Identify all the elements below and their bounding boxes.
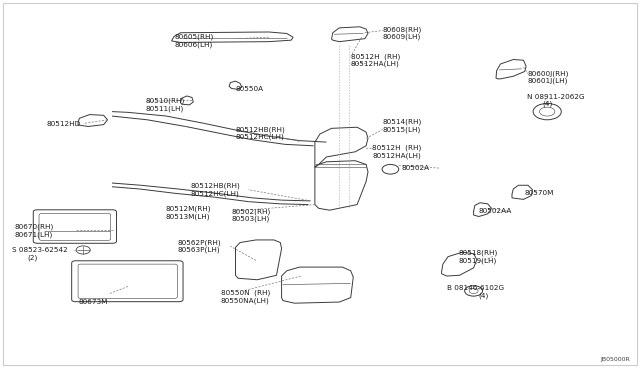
Text: 80606(LH): 80606(LH) — [174, 41, 212, 48]
Text: 80511(LH): 80511(LH) — [146, 105, 184, 112]
Text: 80600J(RH): 80600J(RH) — [528, 70, 570, 77]
Text: 80502(RH): 80502(RH) — [232, 208, 271, 215]
Text: 80609(LH): 80609(LH) — [383, 34, 421, 41]
Text: 80518(RH): 80518(RH) — [458, 250, 497, 256]
Text: 80512H  (RH): 80512H (RH) — [351, 53, 400, 60]
Text: 80514(RH): 80514(RH) — [383, 119, 422, 125]
Text: 80512HD: 80512HD — [46, 121, 81, 126]
Text: 80502A: 80502A — [402, 165, 430, 171]
Text: 80562P(RH): 80562P(RH) — [178, 239, 221, 246]
Text: 80519(LH): 80519(LH) — [458, 257, 497, 264]
Text: 80512HA(LH): 80512HA(LH) — [372, 152, 421, 159]
Text: 80512HC(LH): 80512HC(LH) — [236, 134, 284, 140]
Text: 80503(LH): 80503(LH) — [232, 215, 270, 222]
Text: 80510(RH): 80510(RH) — [146, 98, 185, 105]
Text: JB05000R: JB05000R — [601, 357, 630, 362]
Text: 80608(RH): 80608(RH) — [383, 26, 422, 33]
Text: 80570M: 80570M — [525, 190, 554, 196]
Text: 80515(LH): 80515(LH) — [383, 126, 421, 133]
Text: 80550N  (RH): 80550N (RH) — [221, 290, 270, 296]
Text: B 08146-6102G: B 08146-6102G — [447, 285, 504, 291]
Text: 80512HC(LH): 80512HC(LH) — [191, 190, 239, 197]
Text: 80512HB(RH): 80512HB(RH) — [191, 183, 241, 189]
Text: 80670(RH): 80670(RH) — [14, 224, 53, 230]
Text: N 08911-2062G: N 08911-2062G — [527, 94, 585, 100]
Text: 80550NA(LH): 80550NA(LH) — [221, 297, 269, 304]
Text: 80512HA(LH): 80512HA(LH) — [351, 61, 399, 67]
Text: (4): (4) — [479, 292, 489, 299]
Text: 80601J(LH): 80601J(LH) — [528, 78, 568, 84]
Text: 80673M: 80673M — [78, 299, 108, 305]
Text: 80550A: 80550A — [236, 86, 264, 92]
Text: 80513M(LH): 80513M(LH) — [165, 213, 210, 220]
Text: S 08523-62542: S 08523-62542 — [12, 247, 67, 253]
Text: (2): (2) — [27, 254, 37, 261]
Text: 80512M(RH): 80512M(RH) — [165, 206, 211, 212]
Text: (4): (4) — [543, 101, 553, 108]
Text: 80512HB(RH): 80512HB(RH) — [236, 126, 285, 133]
Text: 80605(RH): 80605(RH) — [174, 34, 213, 41]
Text: 80563P(LH): 80563P(LH) — [178, 247, 221, 253]
Text: 80671(LH): 80671(LH) — [14, 231, 52, 238]
Text: 80502AA: 80502AA — [479, 208, 512, 214]
Text: 80512H  (RH): 80512H (RH) — [372, 145, 422, 151]
